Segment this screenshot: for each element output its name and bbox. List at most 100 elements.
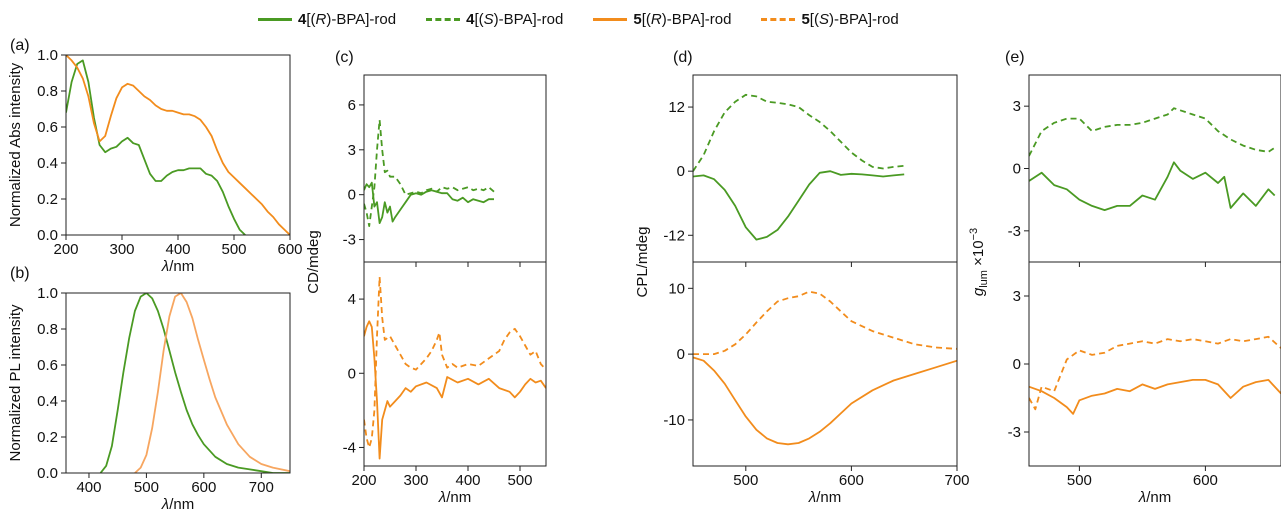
legend-compound: 5 xyxy=(633,10,642,28)
y-tick-label: 3 xyxy=(348,142,356,159)
series-line xyxy=(1029,378,1281,415)
x-axis-label: λ/nm xyxy=(161,496,194,513)
y-tick-label: 0 xyxy=(1013,356,1021,373)
x-tick-label: 300 xyxy=(109,241,134,258)
panel-label: (d) xyxy=(673,49,693,66)
legend-compound: 4 xyxy=(466,10,475,28)
legend-line xyxy=(258,17,292,21)
panel-label: (b) xyxy=(10,265,30,282)
y-tick-label: 0.6 xyxy=(37,357,58,374)
y-axis-label: Normalized PL intensity xyxy=(7,304,24,462)
x-tick-label: 500 xyxy=(733,472,758,489)
y-axis-label: CD/mdeg xyxy=(305,230,322,293)
panel-0: 200 300 400 500 600 0.0 0.2 0.4 0.6 0.8 1.0 λ/nm Nor… xyxy=(7,37,303,275)
y-tick-label: 0.4 xyxy=(37,155,58,172)
legend-text: [( xyxy=(809,10,819,28)
panel-5: 500 600 700 -10 0 10 λ/nm xyxy=(663,261,970,506)
panel-7: 500 600 -3 0 3 λ/nm xyxy=(1008,261,1281,506)
plot-frame xyxy=(363,261,547,467)
y-tick-label: 0.2 xyxy=(37,191,58,208)
series-line xyxy=(1029,107,1276,157)
y-tick-label: 0 xyxy=(1013,161,1021,178)
x-tick-label: 500 xyxy=(221,241,246,258)
x-axis-label: λ/nm xyxy=(438,489,471,506)
series-line xyxy=(364,275,546,449)
series-line xyxy=(99,293,290,473)
y-tick-label: -12 xyxy=(663,227,685,244)
y-tick-label: 1.0 xyxy=(37,285,58,302)
panel-label: (c) xyxy=(335,49,354,66)
x-tick-label: 200 xyxy=(53,241,78,258)
legend-item-4s: 4[(S)-BPA]-rod xyxy=(426,11,563,28)
x-tick-label: 500 xyxy=(134,479,159,496)
legend-line xyxy=(761,17,796,21)
x-tick-label: 400 xyxy=(165,241,190,258)
x-tick-label: 500 xyxy=(507,472,532,489)
series-line xyxy=(693,290,957,356)
series-line xyxy=(364,181,494,225)
plot-frame xyxy=(1028,74,1281,263)
panel-1: 400 500 600 700 0.0 0.2 0.4 0.6 0.8 1.0 λ/nm Normal… xyxy=(7,265,291,513)
legend-chirality: R xyxy=(650,10,662,28)
plot-frame xyxy=(692,74,958,263)
x-tick-label: 400 xyxy=(76,479,101,496)
x-tick-label: 600 xyxy=(277,241,302,258)
y-tick-label: 0.0 xyxy=(37,227,58,244)
y-tick-label: -3 xyxy=(1008,424,1021,441)
y-axis-label: glum ×10−3 xyxy=(968,228,990,296)
y-tick-label: -4 xyxy=(343,439,356,456)
x-axis-label: λ/nm xyxy=(161,258,194,275)
y-axis-label: Normalized Abs intensity xyxy=(7,62,24,227)
y-tick-label: 0 xyxy=(677,346,685,363)
legend-item-5r: 5[(R)-BPA]-rod xyxy=(593,11,731,28)
y-tick-label: 1.0 xyxy=(37,47,58,64)
series-line xyxy=(1029,161,1276,212)
x-tick-label: 500 xyxy=(1067,472,1092,489)
x-tick-label: 700 xyxy=(249,479,274,496)
panel-2: -3 0 3 6 CD/mdeg (c) xyxy=(305,49,547,294)
x-tick-label: 600 xyxy=(191,479,216,496)
legend-text: )-BPA]-rod xyxy=(326,10,397,28)
legend-chirality: S xyxy=(818,10,829,28)
plot-frame xyxy=(363,74,547,263)
y-tick-label: 0.0 xyxy=(37,465,58,482)
x-axis-label: λ/nm xyxy=(808,489,841,506)
series-line xyxy=(1029,335,1281,411)
y-tick-label: 0 xyxy=(677,163,685,180)
legend-text: [( xyxy=(641,10,651,28)
y-tick-label: 10 xyxy=(668,280,685,297)
panel-3: 200 300 400 500 -4 0 4 λ/nm xyxy=(343,261,547,506)
y-axis-label: CPL/mdeg xyxy=(634,227,651,298)
plot-frame xyxy=(692,261,958,467)
y-tick-label: 0.6 xyxy=(37,119,58,136)
panel-6: -3 0 3 glum ×10−3 (e) xyxy=(968,49,1281,296)
y-tick-label: 6 xyxy=(348,97,356,114)
legend: 4[(R)-BPA]-rod 4[(S)-BPA]-rod 5[(R)-BPA]… xyxy=(258,8,929,30)
legend-text: [( xyxy=(474,10,484,28)
panel-label: (a) xyxy=(10,37,30,54)
y-tick-label: 0 xyxy=(348,365,356,382)
series-line xyxy=(134,293,290,473)
legend-item-5s: 5[(S)-BPA]-rod xyxy=(761,10,899,28)
y-tick-label: 0.8 xyxy=(37,321,58,338)
panel-label: (e) xyxy=(1005,49,1025,66)
legend-text: [( xyxy=(306,10,316,28)
panel-4: -12 0 12 CPL/mdeg (d) xyxy=(634,49,958,298)
y-tick-label: 0.4 xyxy=(37,393,58,410)
y-tick-label: 3 xyxy=(1013,98,1021,115)
series-line xyxy=(364,320,546,460)
y-tick-label: 4 xyxy=(348,291,356,308)
legend-text: )-BPA]-rod xyxy=(828,10,899,28)
series-line xyxy=(693,356,957,446)
legend-text: )-BPA]-rod xyxy=(493,10,564,28)
legend-compound: 5 xyxy=(801,10,810,28)
plot-frame xyxy=(1028,261,1281,467)
y-tick-label: 3 xyxy=(1013,288,1021,305)
y-tick-label: 0.8 xyxy=(37,83,58,100)
series-line xyxy=(66,55,290,235)
legend-chirality: R xyxy=(315,10,327,28)
legend-line xyxy=(426,17,461,21)
x-axis-label: λ/nm xyxy=(1138,489,1171,506)
legend-item-4r: 4[(R)-BPA]-rod xyxy=(258,11,396,28)
